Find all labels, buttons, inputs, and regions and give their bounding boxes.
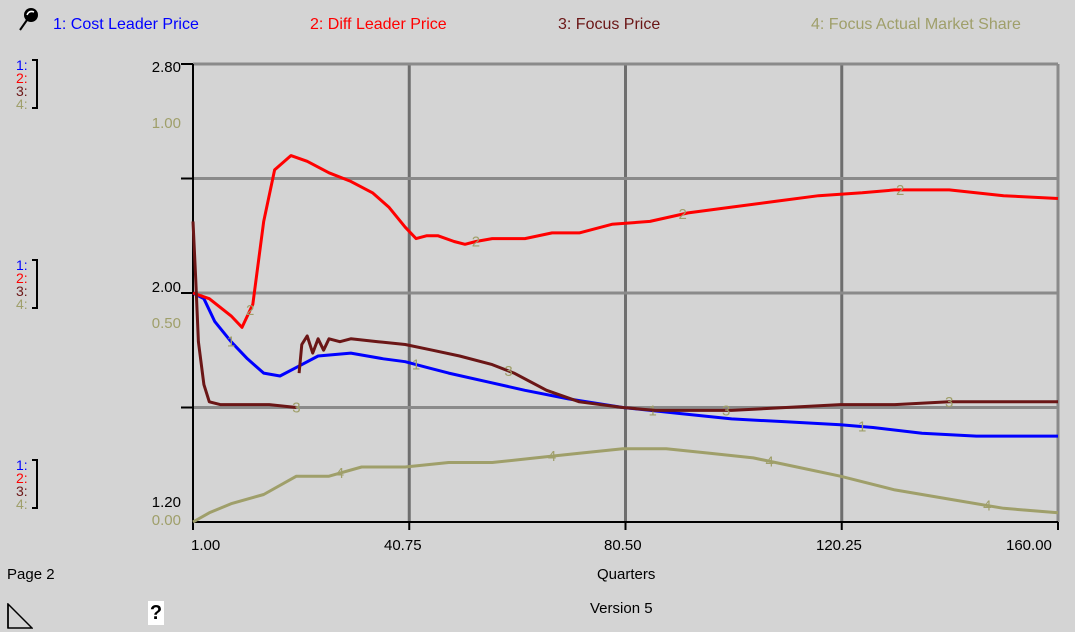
axis-label-3: 3: [16, 83, 28, 99]
axis-label-2: 2: [16, 270, 28, 286]
series-marker-label: 4 [336, 465, 344, 482]
x-tick-label: 80.50 [604, 537, 642, 554]
series-line [192, 154, 1059, 329]
axis-label-4: 4: [16, 96, 28, 112]
series-marker-label: 4 [983, 498, 991, 515]
series-marker-label: 2 [678, 206, 686, 223]
series-marker-label: 1 [858, 419, 866, 436]
series-marker-label: 2 [246, 302, 254, 319]
series-marker-label: 2 [896, 182, 904, 199]
series-line [297, 334, 1058, 412]
x-axis-title: Quarters [597, 566, 656, 583]
legend-item-cost-leader-price: 1: Cost Leader Price [53, 16, 199, 33]
legend-item-diff-leader-price: 2: Diff Leader Price [310, 16, 447, 33]
x-tick-label: 40.75 [384, 537, 422, 554]
axis-label-1: 1: [16, 257, 28, 273]
y-tick-label: 2.00 [151, 279, 181, 296]
version-label: Version 5 [590, 600, 653, 617]
series-marker-label: 4 [548, 448, 556, 465]
axis-label-1: 1: [16, 57, 28, 73]
plot-area [193, 64, 1058, 522]
y-tick-label: 0.00 [151, 512, 181, 529]
series-line [192, 291, 1058, 438]
y-tick-label: 1.00 [151, 115, 181, 132]
help-button[interactable]: ? [148, 601, 164, 625]
series-marker-label: 4 [765, 453, 773, 470]
axis-bracket [32, 459, 38, 509]
y-tick-label: 0.50 [151, 315, 181, 332]
pin-tool-icon[interactable] [18, 6, 40, 32]
axis-label-3: 3: [16, 483, 28, 499]
x-tick-label: 1.00 [191, 537, 221, 554]
y-tick-label: 2.80 [151, 59, 181, 76]
axis-bracket [32, 59, 38, 109]
series-marker-label: 1 [227, 334, 235, 351]
legend-item-focus-market-share: 4: Focus Actual Market Share [811, 16, 1021, 33]
x-tick-label: 120.25 [816, 537, 862, 554]
page-turn-icon[interactable] [7, 602, 34, 629]
axis-label-3: 3: [16, 283, 28, 299]
axis-label-2: 2: [16, 470, 28, 486]
y-tick-label: 1.20 [151, 494, 181, 511]
legend-item-focus-price: 3: Focus Price [558, 16, 661, 33]
page-indicator: Page 2 [7, 566, 55, 583]
series-marker-label: 2 [472, 233, 480, 250]
series-marker-label: 1 [412, 357, 420, 374]
series-line [191, 221, 297, 409]
series-marker-label: 1 [649, 403, 657, 420]
axis-bracket [32, 259, 38, 309]
x-tick-label: 160.00 [1006, 537, 1052, 554]
axis-label-2: 2: [16, 70, 28, 86]
series-marker-label: 3 [504, 363, 512, 380]
axis-label-4: 4: [16, 296, 28, 312]
series-line [192, 447, 1059, 524]
axis-label-4: 4: [16, 496, 28, 512]
series-marker-label: 3 [722, 402, 730, 419]
axis-label-1: 1: [16, 457, 28, 473]
series-marker-label: 3 [292, 400, 300, 417]
series-marker-label: 3 [945, 394, 953, 411]
